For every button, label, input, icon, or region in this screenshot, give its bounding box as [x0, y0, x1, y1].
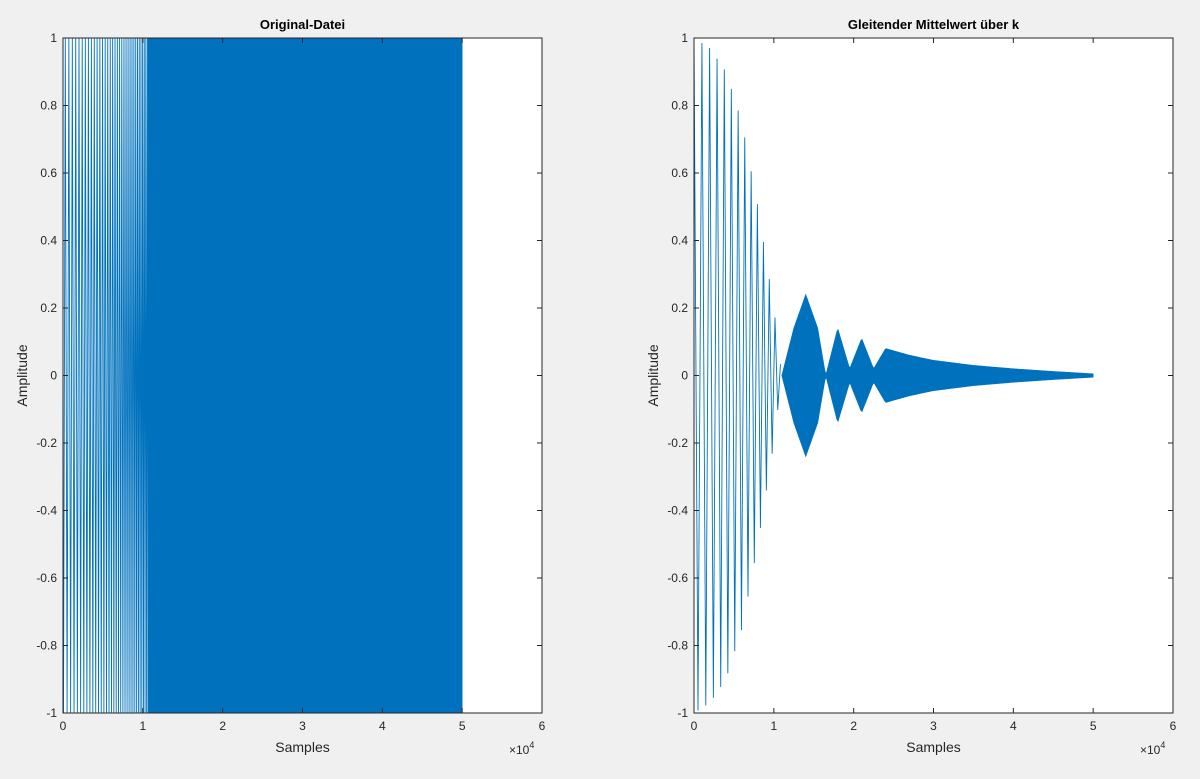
x-tick-label: 0	[60, 719, 67, 733]
y-tick-label: 0.6	[40, 166, 57, 180]
x-tick-label: 3	[299, 719, 306, 733]
y-tick-label: 0	[681, 369, 688, 383]
y-tick-label: 1	[681, 31, 688, 45]
y-tick-labels: -1 -0.8 -0.6 -0.4 -0.2 0 0.2 0.4 0.6 0.8 1	[36, 31, 57, 720]
y-axis-label: Amplitude	[645, 344, 661, 406]
x-tick-label: 4	[1010, 719, 1017, 733]
tick-marks	[693, 37, 1174, 714]
x-tick-label: 3	[930, 719, 937, 733]
y-tick-label: 1	[50, 31, 57, 45]
chart-title: Gleitender Mittelwert über k	[848, 17, 1020, 32]
series-line-trace	[693, 37, 781, 711]
x-tick-label: 4	[379, 719, 386, 733]
y-axis-label: Amplitude	[14, 344, 30, 406]
series-line-trace	[63, 37, 192, 714]
x-tick-label: 2	[219, 719, 226, 733]
x-axis-label: Samples	[906, 739, 960, 755]
y-tick-label: -1	[46, 706, 57, 720]
chart-title: Original-Datei	[260, 17, 345, 32]
x-axis-label: Samples	[275, 739, 329, 755]
exponent-base: ×10	[509, 743, 530, 757]
x-axis-exponent: ×104	[1140, 740, 1165, 757]
y-tick-label: -0.8	[36, 639, 57, 653]
exponent-power: 4	[1160, 740, 1165, 750]
x-tick-labels: 0 1 2 3 4 5 6	[60, 719, 546, 733]
axes-original: 0 1 2 3 4 5 6 -1 -0.8 -0.6 -0.4 -0.2 0 0.2 0.4 0.6 0.8 1…	[14, 17, 546, 757]
x-tick-label: 5	[1090, 719, 1097, 733]
x-tick-labels: 0 1 2 3 4 5 6	[691, 719, 1177, 733]
x-tick-label: 5	[459, 719, 466, 733]
y-tick-label: 0.2	[40, 301, 57, 315]
y-tick-label: 0.2	[671, 301, 688, 315]
x-tick-label: 6	[1170, 719, 1177, 733]
exponent-power: 4	[529, 740, 534, 750]
y-tick-label: 0.4	[671, 234, 688, 248]
x-tick-label: 0	[691, 719, 698, 733]
y-tick-label: 0.4	[40, 234, 57, 248]
y-tick-label: -1	[677, 706, 688, 720]
x-tick-label: 6	[539, 719, 546, 733]
y-tick-label: -0.4	[667, 504, 688, 518]
y-tick-label: -0.6	[36, 571, 57, 585]
y-tick-label: 0	[50, 369, 57, 383]
y-tick-label: -0.6	[667, 571, 688, 585]
x-axis-exponent: ×104	[509, 740, 534, 757]
y-tick-label: 0.8	[671, 99, 688, 113]
series-line	[147, 37, 463, 714]
series-line	[781, 293, 1094, 458]
axes-moving-average: 0 1 2 3 4 5 6 -1 -0.8 -0.6 -0.4 -0.2 0 0.2 0.4 0.6 0.8 1…	[645, 17, 1177, 757]
tick-marks	[62, 37, 543, 714]
y-tick-label: 0.8	[40, 99, 57, 113]
y-tick-labels: -1 -0.8 -0.6 -0.4 -0.2 0 0.2 0.4 0.6 0.8 1	[667, 31, 688, 720]
exponent-base: ×10	[1140, 743, 1161, 757]
x-tick-label: 1	[770, 719, 777, 733]
x-tick-label: 2	[850, 719, 857, 733]
y-tick-label: 0.6	[671, 166, 688, 180]
y-tick-label: -0.2	[36, 436, 57, 450]
y-tick-label: -0.2	[667, 436, 688, 450]
y-tick-label: -0.8	[667, 639, 688, 653]
y-tick-label: -0.4	[36, 504, 57, 518]
x-tick-label: 1	[139, 719, 146, 733]
